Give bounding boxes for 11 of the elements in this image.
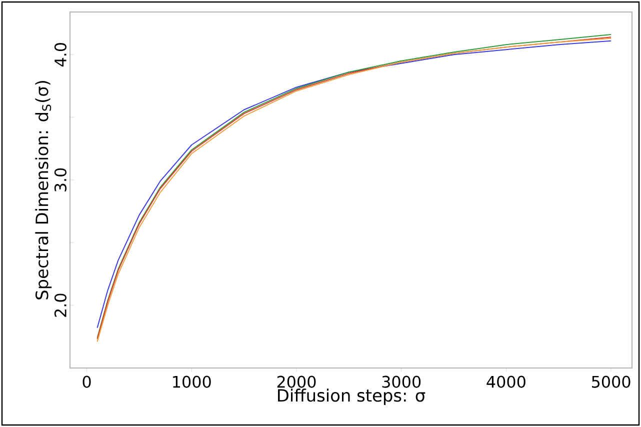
x-tick-label: 5000 (592, 376, 630, 388)
x-axis-title: Diffusion steps: σ (278, 388, 426, 406)
x-tick-label: 3000 (382, 376, 421, 388)
y-tick-label: 3.0 (54, 168, 66, 192)
y-axis-title: Spectral Dimension: d$_{S}$(σ) (35, 80, 52, 300)
x-tick-label: 1000 (173, 376, 211, 388)
x-tick-label: 4000 (486, 376, 526, 388)
x-tick-label: 2000 (277, 376, 316, 388)
y-tick-label: 4.0 (54, 43, 66, 67)
x-tick-label: 0 (82, 376, 91, 388)
y-tick-label: 2.0 (54, 294, 66, 317)
